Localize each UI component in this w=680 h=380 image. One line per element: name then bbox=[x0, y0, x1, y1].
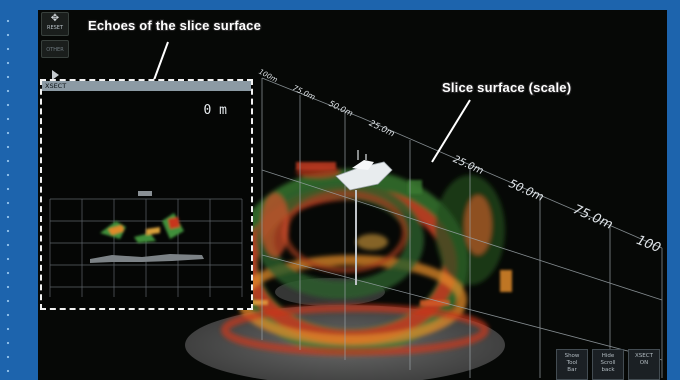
echo-speckles bbox=[242, 162, 512, 306]
reset-icon: ✥ bbox=[50, 13, 60, 24]
button-line: Show bbox=[564, 353, 580, 359]
margin-dots bbox=[6, 14, 10, 374]
button-line: Scroll bbox=[600, 360, 616, 366]
xsect-window[interactable]: XSECT 0 m bbox=[40, 79, 253, 310]
other-button[interactable]: OTHER bbox=[41, 40, 69, 58]
show-tool-bar-button[interactable]: Show Tool Bar bbox=[556, 349, 588, 380]
slice-callout: Slice surface (scale) bbox=[441, 79, 572, 96]
hide-scroll-back-button[interactable]: Hide Scroll back bbox=[592, 349, 624, 380]
button-line: XSECT bbox=[635, 353, 653, 359]
reset-label: RESET bbox=[46, 25, 64, 31]
xsect-depth-readout: 0 m bbox=[203, 103, 227, 118]
echoes-pointer bbox=[153, 41, 169, 81]
button-line: Bar bbox=[567, 367, 577, 373]
button-line: ON bbox=[639, 360, 649, 366]
xsect-on-button[interactable]: XSECT ON bbox=[628, 349, 660, 380]
slice-surface-grid bbox=[261, 77, 663, 378]
button-line: back bbox=[601, 367, 615, 373]
slice-pointer bbox=[431, 99, 471, 163]
xsect-title-bar: XSECT bbox=[42, 81, 251, 91]
reset-button[interactable]: ✥ RESET bbox=[41, 12, 69, 36]
ship-icon bbox=[335, 150, 393, 191]
xsect-plot bbox=[49, 191, 243, 297]
echoes-callout: Echoes of the slice surface bbox=[87, 17, 262, 34]
button-line: Tool bbox=[566, 360, 578, 366]
button-line: Hide bbox=[601, 353, 615, 359]
play-icon[interactable] bbox=[52, 70, 59, 80]
